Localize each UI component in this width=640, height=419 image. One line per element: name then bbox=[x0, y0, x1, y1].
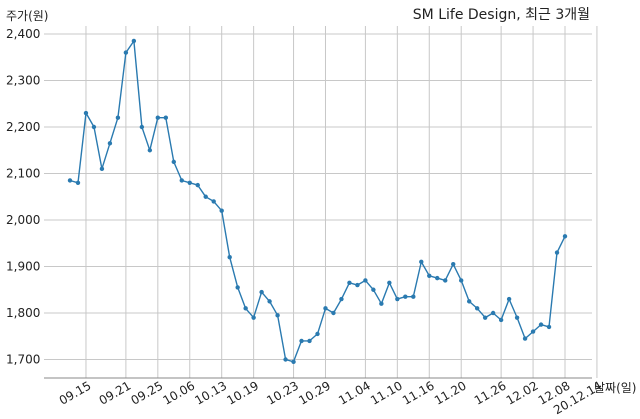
data-point bbox=[363, 278, 368, 283]
data-point bbox=[299, 338, 304, 344]
data-point bbox=[538, 322, 544, 327]
y-tick-label: 1,700 bbox=[6, 353, 40, 367]
data-point bbox=[323, 306, 328, 311]
data-point bbox=[243, 306, 248, 311]
data-point bbox=[91, 124, 97, 130]
data-point bbox=[307, 338, 312, 344]
data-point bbox=[155, 115, 161, 120]
data-point bbox=[371, 287, 376, 292]
chart-title: SM Life Design, 최근 3개월 bbox=[413, 7, 590, 23]
x-tick-label: 09.21 bbox=[97, 378, 134, 407]
data-point bbox=[522, 336, 528, 341]
data-point bbox=[179, 178, 184, 183]
x-tick-label: 09.15 bbox=[57, 378, 94, 407]
data-point bbox=[131, 38, 137, 44]
data-point bbox=[203, 194, 208, 199]
data-point bbox=[251, 315, 256, 320]
x-tick-label: 09.25 bbox=[129, 378, 166, 407]
y-axis-label: 주가(원) bbox=[6, 9, 48, 23]
data-point bbox=[171, 159, 176, 165]
data-point bbox=[427, 273, 432, 278]
axes: 1,700 1,800 1,900 2,000 2,100 2,200 2,300 2,400… bbox=[6, 27, 604, 417]
data-point bbox=[123, 50, 129, 55]
data-point bbox=[75, 180, 81, 185]
x-axis-label: 날짜(일) bbox=[594, 381, 636, 395]
y-tick-label: 2,400 bbox=[6, 27, 40, 41]
data-point bbox=[235, 285, 240, 290]
y-tick-label: 2,100 bbox=[6, 167, 40, 181]
data-point bbox=[498, 317, 504, 323]
data-point bbox=[67, 178, 73, 183]
series-price bbox=[67, 38, 568, 365]
data-point bbox=[546, 324, 552, 330]
x-tick-label: 11.04 bbox=[336, 378, 373, 407]
data-point bbox=[227, 255, 232, 260]
data-point bbox=[187, 180, 192, 185]
data-point bbox=[482, 315, 488, 320]
data-point bbox=[211, 199, 216, 204]
y-tick-label: 2,200 bbox=[6, 120, 40, 134]
data-point bbox=[435, 275, 440, 281]
data-point bbox=[451, 261, 456, 267]
data-point bbox=[387, 280, 392, 285]
data-point bbox=[443, 278, 448, 283]
data-point bbox=[107, 141, 113, 146]
data-point bbox=[347, 280, 352, 285]
data-point bbox=[267, 299, 272, 304]
x-tick-label: 10.23 bbox=[264, 378, 301, 407]
data-point bbox=[355, 282, 360, 288]
y-tick-label: 2,000 bbox=[6, 213, 40, 227]
y-tick-label: 1,800 bbox=[6, 306, 40, 320]
data-point bbox=[403, 294, 408, 299]
data-point bbox=[554, 250, 560, 255]
x-tick-label: 10.19 bbox=[224, 378, 261, 407]
data-point bbox=[115, 115, 121, 120]
x-tick-label: 10.13 bbox=[192, 378, 229, 407]
data-point bbox=[83, 110, 89, 116]
data-point bbox=[530, 329, 536, 334]
data-point bbox=[219, 208, 224, 213]
x-tick-label: 11.16 bbox=[400, 378, 437, 407]
data-point bbox=[562, 234, 568, 239]
data-point bbox=[195, 182, 200, 188]
data-point bbox=[466, 299, 472, 304]
data-point bbox=[275, 313, 280, 318]
y-tick-label: 2,300 bbox=[6, 74, 40, 88]
data-point bbox=[139, 124, 145, 130]
data-point bbox=[283, 357, 288, 362]
data-point bbox=[379, 301, 384, 306]
data-point bbox=[419, 259, 424, 265]
x-tick-label: 10.06 bbox=[161, 378, 198, 407]
data-point bbox=[291, 359, 296, 365]
data-point bbox=[163, 115, 169, 120]
y-tick-label: 1,900 bbox=[6, 260, 40, 274]
data-point bbox=[331, 310, 336, 316]
x-tick-label: 11.26 bbox=[472, 378, 509, 407]
data-point bbox=[315, 331, 320, 337]
data-point bbox=[506, 296, 512, 302]
x-tick-label: 11.20 bbox=[432, 378, 469, 407]
data-point bbox=[395, 296, 400, 302]
data-point bbox=[259, 289, 264, 295]
data-point bbox=[99, 166, 105, 172]
x-tick-label: 12.02 bbox=[504, 378, 541, 407]
data-point bbox=[459, 278, 464, 283]
x-tick-label: 10.29 bbox=[296, 378, 333, 407]
data-point bbox=[147, 148, 153, 153]
data-point bbox=[339, 296, 344, 302]
price-line bbox=[69, 40, 566, 363]
data-point bbox=[514, 315, 520, 320]
data-point bbox=[474, 306, 480, 311]
x-tick-label: 11.10 bbox=[368, 378, 405, 407]
data-point bbox=[411, 294, 416, 299]
data-point bbox=[490, 310, 496, 316]
